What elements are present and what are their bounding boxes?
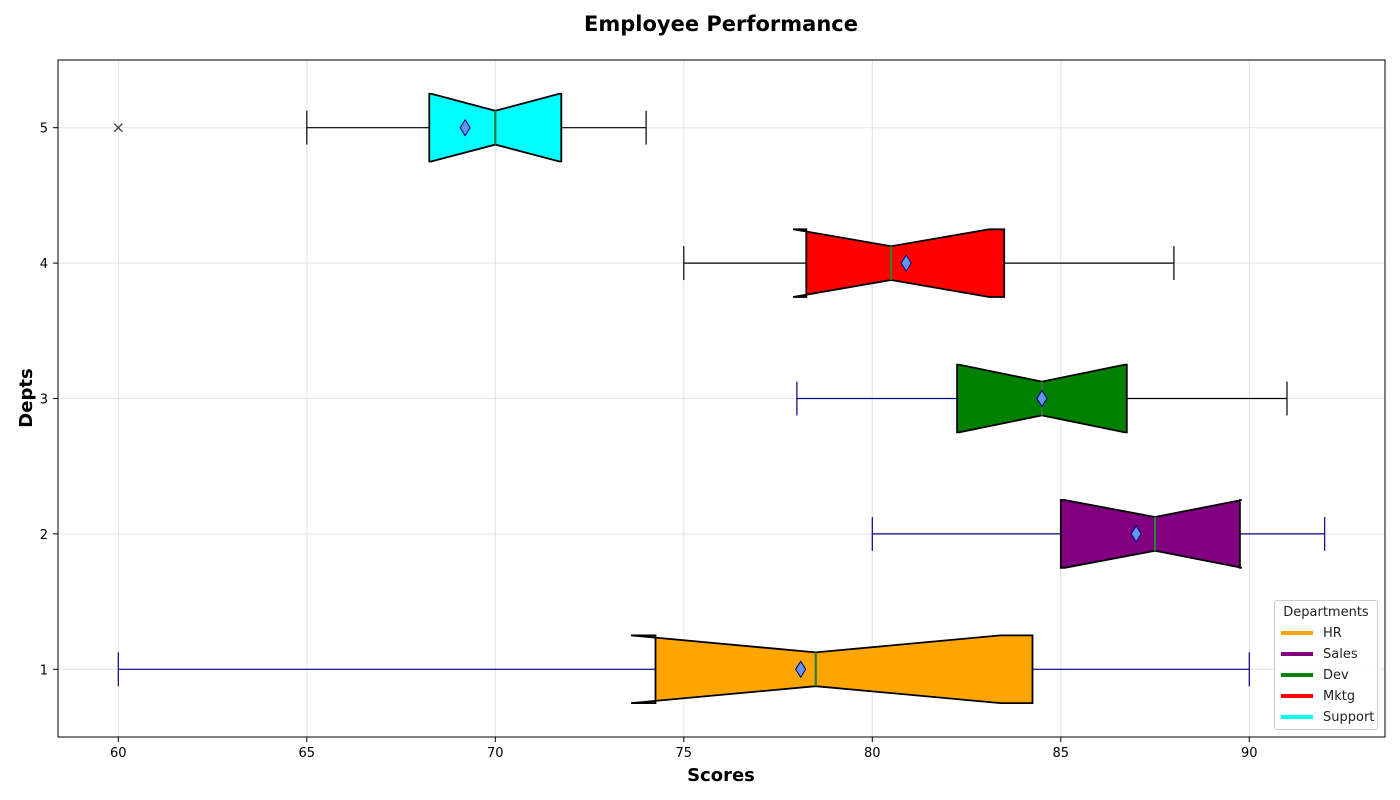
x-tick-label: 75 [676, 746, 693, 761]
y-tick-label: 5 [40, 122, 48, 137]
y-tick-label: 4 [40, 257, 48, 272]
box-sales [871, 499, 1326, 569]
box-support [113, 92, 647, 163]
legend-label: Support [1323, 709, 1375, 725]
box-hr [117, 634, 1250, 704]
x-tick-label: 85 [1053, 746, 1070, 761]
mean-marker [1036, 389, 1048, 408]
legend-item-sales: Sales [1281, 646, 1358, 662]
legend-swatch [1281, 694, 1313, 698]
legend-item-support: Support [1281, 709, 1374, 725]
box-mktg [683, 228, 1175, 298]
legend-title: Departments [1283, 605, 1369, 620]
box-layer [113, 92, 1326, 704]
chart-title: Employee Performance [584, 12, 858, 36]
legend-swatch [1281, 715, 1313, 719]
axes: 60 65 70 75 80 85 90 1 2 3 4 5 [40, 122, 1258, 761]
box-body [1059, 499, 1242, 569]
box-body [792, 228, 1006, 298]
mean-marker [459, 118, 471, 137]
legend-label: HR [1323, 625, 1342, 641]
legend-label: Sales [1323, 646, 1358, 662]
mean-marker [795, 660, 807, 679]
legend-label: Dev [1323, 667, 1349, 683]
y-tick-label: 3 [40, 393, 48, 408]
flier-marker [113, 123, 123, 133]
y-axis-label: Depts [16, 368, 37, 427]
y-tick-label: 1 [40, 663, 48, 678]
x-axis-label: Scores [687, 765, 755, 786]
x-tick-label: 90 [1241, 746, 1258, 761]
mean-marker [1130, 524, 1142, 543]
legend-swatch [1281, 631, 1313, 635]
box-dev [796, 363, 1288, 434]
legend-item-mktg: Mktg [1281, 688, 1355, 704]
legend-swatch [1281, 673, 1313, 677]
x-tick-label: 65 [299, 746, 316, 761]
box-body [630, 634, 1034, 704]
legend: Departments HR Sales Dev Mktg Support [1274, 600, 1378, 730]
legend-swatch [1281, 652, 1313, 656]
legend-label: Mktg [1323, 688, 1356, 704]
legend-item-hr: HR [1281, 625, 1342, 641]
y-tick-label: 2 [40, 528, 48, 543]
flier-stroke [113, 123, 123, 133]
plot-frame [57, 59, 1386, 738]
mean-marker [900, 254, 912, 273]
x-tick-label: 80 [864, 746, 881, 761]
legend-item-dev: Dev [1281, 667, 1349, 683]
x-tick-label: 70 [487, 746, 504, 761]
x-tick-label: 60 [110, 746, 127, 761]
